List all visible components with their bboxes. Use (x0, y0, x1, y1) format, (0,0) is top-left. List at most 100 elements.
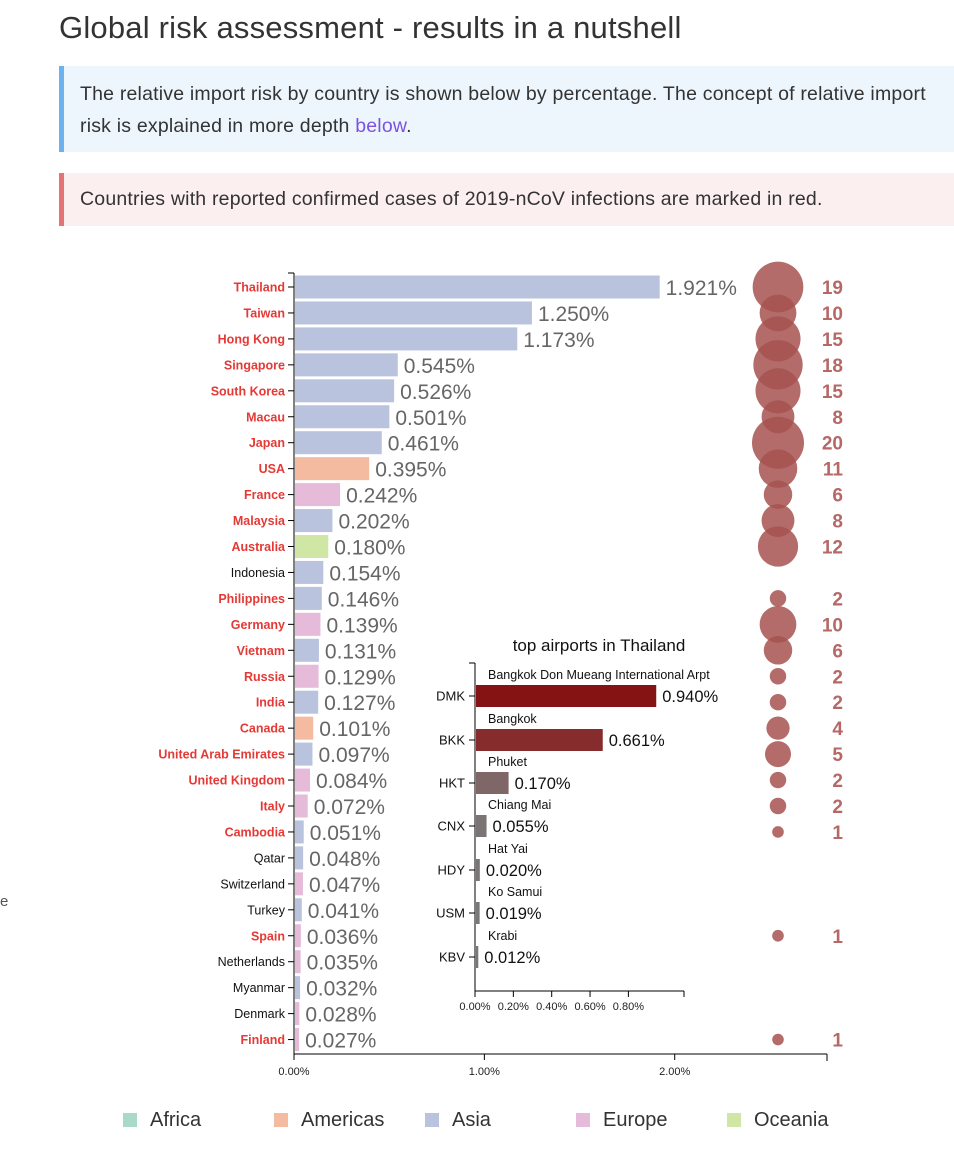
inset-airport-name-kbv: Krabi (488, 929, 517, 943)
bar-russia[interactable] (295, 664, 319, 688)
bar-cambodia[interactable] (295, 820, 304, 844)
case-count-spain: 1 (832, 927, 843, 948)
inset-bar-kbv[interactable] (476, 946, 479, 968)
value-label-australia: 0.180% (334, 537, 405, 560)
inset-bar-bkk[interactable] (476, 729, 603, 751)
country-label-netherlands: Netherlands (218, 955, 285, 969)
case-bubble-italy (769, 797, 787, 815)
inset-code-kbv: KBV (439, 950, 465, 965)
bar-switzerland[interactable] (295, 872, 303, 896)
value-label-qatar: 0.048% (309, 848, 380, 871)
inset-airport-name-bkk: Bangkok (488, 712, 537, 726)
bar-thailand[interactable] (295, 275, 660, 299)
value-label-india: 0.127% (324, 692, 395, 715)
inset-value-label-hkt: 0.170% (515, 775, 571, 793)
bar-usa[interactable] (295, 457, 370, 481)
case-bubble-russia (769, 668, 787, 685)
bar-united-kingdom[interactable] (295, 768, 310, 792)
inset-value-label-hdy: 0.020% (486, 862, 542, 880)
inset-x-tick-label: 0.40% (536, 1001, 567, 1013)
country-label-finland: Finland (241, 1033, 285, 1047)
bar-singapore[interactable] (295, 353, 398, 377)
value-label-indonesia: 0.154% (329, 562, 400, 585)
legend-item-americas[interactable]: Americas (274, 1106, 384, 1134)
legend-item-africa[interactable]: Africa (123, 1106, 201, 1134)
bar-philippines[interactable] (295, 586, 322, 610)
bar-indonesia[interactable] (295, 560, 324, 584)
bar-germany[interactable] (295, 612, 321, 636)
inset-x-tick-label: 0.20% (498, 1001, 529, 1013)
case-count-macau: 8 (832, 408, 843, 429)
case-count-canada: 4 (832, 719, 843, 740)
country-label-philippines: Philippines (218, 592, 285, 606)
bar-south-korea[interactable] (295, 379, 395, 403)
case-count-united-kingdom: 2 (832, 771, 843, 792)
bar-vietnam[interactable] (295, 638, 319, 662)
bar-hong-kong[interactable] (295, 327, 518, 351)
value-label-denmark: 0.028% (305, 1004, 376, 1027)
country-label-usa: USA (259, 462, 285, 476)
value-label-russia: 0.129% (325, 666, 396, 689)
below-link[interactable]: below (355, 115, 407, 137)
inset-value-label-kbv: 0.012% (484, 949, 540, 967)
legend-swatch-americas (274, 1113, 288, 1127)
case-count-singapore: 18 (822, 356, 843, 377)
country-label-spain: Spain (251, 929, 285, 943)
bar-australia[interactable] (295, 535, 329, 558)
bar-taiwan[interactable] (295, 301, 532, 325)
case-bubble-spain (772, 929, 784, 942)
legend-item-oceania[interactable]: Oceania (727, 1106, 829, 1134)
value-label-italy: 0.072% (314, 796, 385, 819)
bar-france[interactable] (295, 483, 341, 507)
bar-japan[interactable] (295, 431, 382, 455)
inset-x-tick-label: 0.80% (613, 1001, 644, 1013)
inset-bar-usm[interactable] (476, 902, 480, 924)
inset-code-cnx: CNX (438, 819, 466, 834)
value-label-philippines: 0.146% (328, 588, 399, 611)
bar-qatar[interactable] (295, 846, 304, 870)
case-bubble-france (763, 480, 793, 509)
bar-myanmar[interactable] (295, 976, 301, 1000)
bar-united-arab-emirates[interactable] (295, 742, 313, 766)
bar-italy[interactable] (295, 794, 308, 818)
legend-label-europe: Europe (603, 1108, 668, 1131)
bar-denmark[interactable] (295, 1002, 300, 1026)
country-label-denmark: Denmark (234, 1007, 285, 1021)
inset-bar-hkt[interactable] (476, 772, 509, 794)
bar-macau[interactable] (295, 405, 390, 429)
bar-finland[interactable] (295, 1028, 300, 1052)
value-label-usa: 0.395% (375, 459, 446, 482)
legend-label-oceania: Oceania (754, 1108, 829, 1131)
case-bubble-united-kingdom (769, 771, 787, 789)
inset-bar-dmk[interactable] (476, 685, 657, 707)
country-label-india: India (256, 696, 286, 710)
value-label-france: 0.242% (346, 485, 417, 508)
value-label-singapore: 0.545% (404, 355, 475, 378)
bar-malaysia[interactable] (295, 509, 333, 533)
country-label-cambodia: Cambodia (225, 825, 286, 839)
legend-swatch-asia (425, 1113, 439, 1127)
case-count-united-arab-emirates: 5 (832, 745, 843, 766)
value-label-switzerland: 0.047% (309, 874, 380, 897)
country-label-united-kingdom: United Kingdom (188, 774, 285, 788)
danger-callout: Countries with reported confirmed cases … (59, 173, 954, 226)
inset-value-label-cnx: 0.055% (493, 818, 549, 836)
legend-item-asia[interactable]: Asia (425, 1106, 491, 1134)
value-label-myanmar: 0.032% (306, 978, 377, 1001)
inset-title: top airports in Thailand (513, 636, 686, 655)
country-label-taiwan: Taiwan (244, 306, 285, 320)
bar-spain[interactable] (295, 924, 301, 948)
bar-turkey[interactable] (295, 898, 302, 922)
bar-netherlands[interactable] (295, 950, 301, 974)
bar-india[interactable] (295, 690, 319, 714)
country-label-hong-kong: Hong Kong (218, 332, 285, 346)
value-label-thailand: 1.921% (666, 277, 737, 300)
bar-canada[interactable] (295, 716, 314, 740)
info-callout-text: The relative import risk by country is s… (80, 83, 926, 137)
value-label-united-kingdom: 0.084% (316, 770, 387, 793)
inset-bar-cnx[interactable] (476, 815, 487, 837)
country-label-united-arab-emirates: United Arab Emirates (158, 748, 285, 762)
inset-bar-hdy[interactable] (476, 859, 480, 881)
inset-x-tick-label: 0.00% (459, 1001, 490, 1013)
legend-item-europe[interactable]: Europe (576, 1106, 668, 1134)
